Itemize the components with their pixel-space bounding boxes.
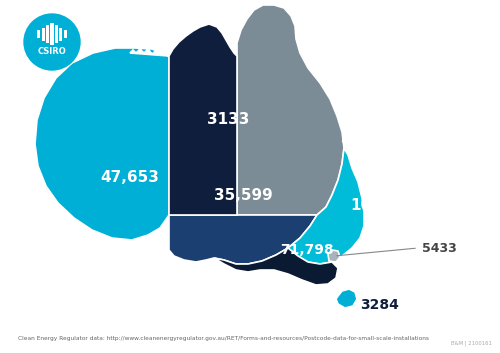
Polygon shape — [35, 48, 169, 240]
Bar — [37, 30, 40, 38]
Polygon shape — [169, 24, 237, 215]
Bar — [42, 28, 45, 41]
Text: 86,912: 86,912 — [340, 132, 400, 148]
Polygon shape — [336, 289, 357, 308]
Text: B&M | 2100161: B&M | 2100161 — [451, 341, 492, 346]
Polygon shape — [214, 248, 338, 285]
Bar — [59, 28, 62, 41]
Text: 3284: 3284 — [360, 298, 400, 312]
Text: 108,922: 108,922 — [350, 197, 420, 213]
Bar — [50, 23, 53, 45]
Text: 3133: 3133 — [207, 113, 249, 127]
Text: 71,798: 71,798 — [280, 243, 334, 257]
Bar — [55, 25, 58, 43]
Bar — [64, 30, 67, 38]
Bar — [46, 25, 49, 43]
Text: 47,653: 47,653 — [100, 170, 160, 185]
Polygon shape — [328, 250, 340, 262]
Polygon shape — [169, 215, 317, 264]
Text: 5433: 5433 — [422, 241, 457, 255]
Polygon shape — [288, 148, 364, 264]
Circle shape — [24, 14, 80, 70]
Polygon shape — [237, 5, 344, 215]
Text: Clean Energy Regulator data: http://www.cleanenergyregulator.gov.au/RET/Forms-an: Clean Energy Regulator data: http://www.… — [18, 336, 429, 341]
Text: CSIRO: CSIRO — [38, 48, 66, 56]
Text: 35,599: 35,599 — [214, 187, 272, 203]
